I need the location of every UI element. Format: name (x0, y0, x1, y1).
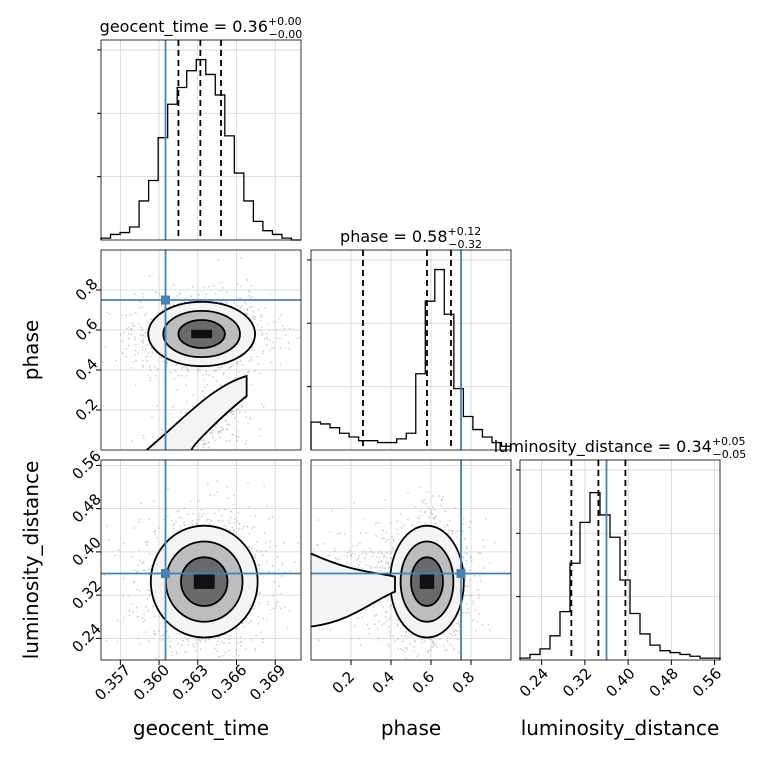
panel-phase-vs-luminosity_distance (310, 459, 512, 661)
truth-marker (161, 569, 171, 579)
hist-series-geocent_time (100, 58, 301, 241)
y-tick-label: 0.4 (72, 355, 102, 385)
hist-series-phase (310, 268, 512, 450)
x-tick-label: 0.8 (449, 668, 479, 698)
x-tick-label: 0.56 (689, 664, 725, 700)
y-tick-label: 0.2 (72, 395, 102, 425)
panel-title-phase: phase = 0.58+0.12 −0.32 (340, 225, 482, 251)
x-tick-label: 0.40 (602, 664, 638, 700)
y-tick-label: 0.40 (68, 533, 104, 569)
y-tick-label: 0.56 (68, 447, 104, 483)
hist-panel-geocent_time: geocent_time = 0.36+0.00 −0.00 (97, 15, 303, 241)
panel-frame (100, 39, 302, 241)
x-tick-label: 0.48 (646, 664, 682, 700)
truth-marker (456, 569, 466, 579)
y-tick-label: 0.32 (68, 577, 104, 613)
x-tick-label: 0.366 (207, 661, 250, 704)
x-tick-label: 0.4 (369, 668, 399, 698)
y-axis-label-phase: phase (19, 320, 43, 380)
y-tick-label: 0.8 (72, 275, 102, 305)
panel-frame (519, 459, 721, 661)
panel-content (101, 250, 301, 450)
hist-panel-phase: phase = 0.58+0.12 −0.32 (307, 225, 512, 451)
panel-title-luminosity_distance: luminosity_distance = 0.34+0.05 −0.05 (494, 435, 747, 461)
x-tick-label: 0.2 (329, 668, 359, 698)
x-tick-label: 0.32 (559, 664, 595, 700)
panel-geocent_time-vs-luminosity_distance (100, 459, 302, 661)
x-axis-label-luminosity_distance: luminosity_distance (521, 716, 720, 740)
density-core (193, 574, 215, 589)
x-tick-label: 0.363 (169, 661, 212, 704)
x-tick-label: 0.360 (130, 661, 173, 704)
truth-marker (161, 295, 171, 305)
x-axis-label-geocent_time: geocent_time (133, 716, 269, 740)
x-tick-label: 0.24 (516, 664, 552, 700)
panel-content (101, 460, 301, 660)
x-axis-label-phase: phase (381, 716, 441, 740)
x-tick-label: 0.6 (409, 668, 439, 698)
x-tick-label: 0.357 (91, 661, 134, 704)
panel-title-geocent_time: geocent_time = 0.36+0.00 −0.00 (100, 15, 303, 41)
panel-frame (310, 249, 512, 451)
panel-frame (310, 459, 512, 661)
hist-series-luminosity_distance (519, 491, 721, 660)
panel-frame (100, 459, 302, 661)
density-contour (146, 374, 248, 450)
scatter-points (101, 480, 299, 660)
panel-geocent_time-vs-phase (100, 249, 302, 451)
y-tick-label: 0.48 (68, 490, 104, 526)
density-core (191, 329, 213, 339)
y-tick-label: 0.24 (68, 620, 104, 656)
y-axis-label-luminosity_distance: luminosity_distance (19, 461, 43, 660)
panel-frame (100, 249, 302, 451)
x-tick-label: 0.369 (246, 661, 289, 704)
y-tick-label: 0.6 (72, 315, 102, 345)
hist-panel-luminosity_distance: luminosity_distance = 0.34+0.05 −0.05 (494, 435, 747, 661)
density-contour (311, 552, 396, 628)
panel-content (311, 460, 511, 660)
density-core (419, 574, 435, 589)
